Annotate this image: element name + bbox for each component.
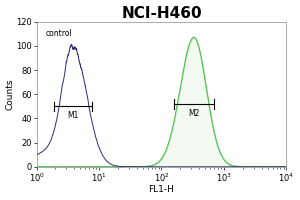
Text: M2: M2 <box>188 109 200 118</box>
Text: M1: M1 <box>67 111 79 120</box>
Text: control: control <box>46 29 73 38</box>
X-axis label: FL1-H: FL1-H <box>148 185 174 194</box>
Title: NCI-H460: NCI-H460 <box>121 6 202 21</box>
Y-axis label: Counts: Counts <box>6 79 15 110</box>
